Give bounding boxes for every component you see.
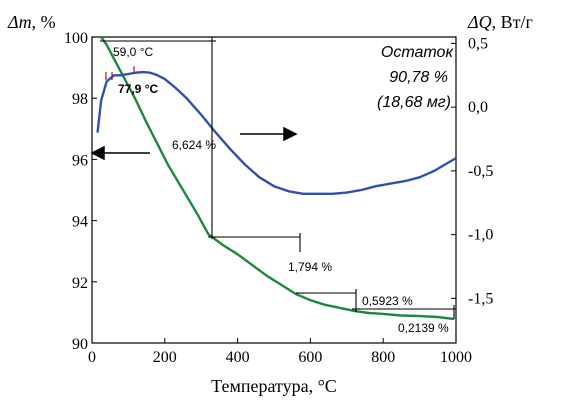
- onset-label-2: 77,9 °C: [118, 82, 158, 96]
- x-tick-label: 600: [298, 349, 322, 366]
- loss-label-4: 0,2139 %: [398, 321, 449, 335]
- y-left-tick-label: 92: [72, 275, 88, 292]
- loss-label-2: 1,794 %: [288, 260, 332, 274]
- series-line-heat-flow: [96, 70, 457, 195]
- residue-percent: 90,78 %: [389, 69, 448, 86]
- left-axis-label: Δm, %: [7, 12, 56, 32]
- y-right-tick-label: -1,0: [468, 227, 493, 244]
- arrows: [90, 126, 298, 161]
- x-tick-label: 200: [153, 349, 177, 366]
- y-left-tick-label: 94: [72, 214, 88, 231]
- y-right-tick-label: 0,0: [468, 99, 488, 116]
- series-layer: [96, 36, 457, 321]
- x-tick-label: 0: [88, 349, 96, 366]
- y-left-tick-label: 90: [72, 336, 88, 353]
- plot-frame: [91, 36, 457, 344]
- y-left-tick-label: 96: [72, 152, 88, 169]
- left-arrow-head: [90, 145, 105, 161]
- y-left-tick-label: 98: [72, 91, 88, 108]
- residue-mass: (18,68 мг): [377, 94, 451, 111]
- ticks-layer: 0 200 400 600 800 1000 90 92 94 96 98 100 0,5 0,0 -0,5…: [64, 30, 493, 366]
- series-line-mass: [100, 36, 455, 321]
- annotation-lines: [100, 37, 456, 319]
- right-axis-label: ΔQ, Вт/г: [467, 12, 533, 32]
- x-axis-label: Температура, °C: [211, 376, 337, 396]
- x-tick-label: 400: [226, 349, 250, 366]
- residue-title: Остаток: [381, 44, 455, 61]
- x-tick-label: 800: [371, 349, 395, 366]
- right-arrow-head: [283, 126, 298, 142]
- y-right-tick-label: 0,5: [468, 35, 488, 52]
- y-right-tick-label: -1,5: [468, 290, 493, 307]
- loss-label-3: 0,5923 %: [362, 294, 413, 308]
- y-left-tick-label: 100: [64, 30, 88, 47]
- x-tick-label: 1000: [440, 349, 472, 366]
- y-right-tick-label: -0,5: [468, 163, 493, 180]
- loss-label-1: 6,624 %: [172, 138, 216, 152]
- onset-markers: [105, 66, 135, 80]
- onset-label-1: 59,0 °C: [113, 45, 153, 59]
